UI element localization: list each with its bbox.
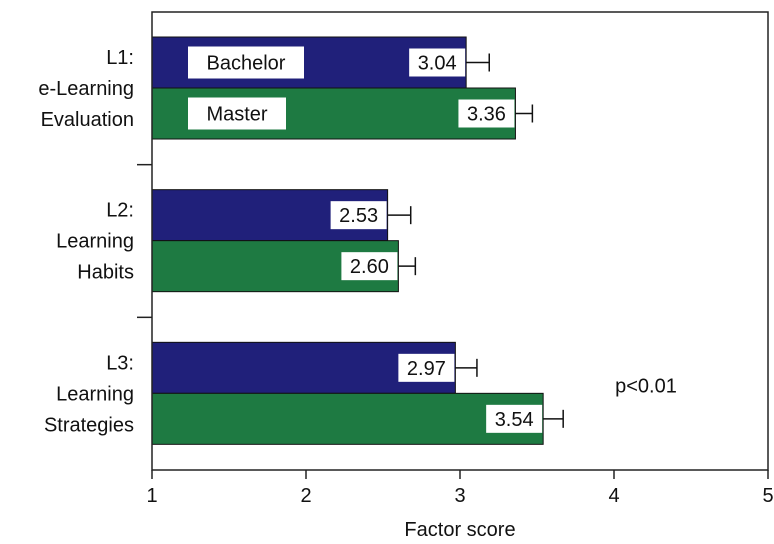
value-label-box bbox=[398, 353, 455, 382]
value-label: 2.97 bbox=[407, 358, 446, 380]
value-label: 3.54 bbox=[495, 409, 534, 431]
legend-bachelor-label: Bachelor bbox=[207, 53, 286, 75]
legend-master-label: Master bbox=[206, 104, 267, 126]
x-tick-label: 4 bbox=[608, 485, 619, 507]
legend-master-box bbox=[188, 97, 286, 130]
category-label-line: Learning bbox=[56, 231, 134, 253]
bar-master-3 bbox=[151, 392, 544, 445]
category-label-line: L3: bbox=[106, 352, 134, 374]
x-tick-label: 3 bbox=[454, 485, 465, 507]
category-label-line: Habits bbox=[77, 262, 134, 284]
category-label-line: Learning bbox=[56, 383, 134, 405]
category-label-line: Evaluation bbox=[41, 109, 134, 131]
x-axis-title: Factor score bbox=[404, 519, 515, 541]
axis-layer: L1: e-Learning Evaluation L2: Learning Habits… bbox=[38, 47, 773, 507]
value-label: 3.36 bbox=[467, 104, 506, 126]
value-label: 2.53 bbox=[339, 205, 378, 227]
value-label-box bbox=[341, 252, 398, 281]
value-label: 2.60 bbox=[350, 256, 389, 278]
value-label-box bbox=[458, 99, 515, 128]
category-label-line: L1: bbox=[106, 47, 134, 69]
value-label-box bbox=[330, 201, 387, 230]
value-label-box bbox=[409, 48, 466, 77]
category-label-line: Strategies bbox=[44, 414, 134, 436]
category-label-line: e-Learning bbox=[38, 78, 134, 100]
category-label-line: L2: bbox=[106, 200, 134, 222]
value-label-box bbox=[486, 404, 543, 433]
label-layer: 3.04 Bachelor 3.36 Master 2.53 2.60 2.97 3.54 p<… bbox=[188, 46, 677, 433]
x-tick-label: 1 bbox=[146, 485, 157, 507]
value-label: 3.04 bbox=[418, 53, 457, 75]
x-tick-label: 5 bbox=[762, 485, 773, 507]
significance-annotation: p<0.01 bbox=[615, 375, 677, 397]
legend-bachelor-box bbox=[188, 46, 304, 79]
x-tick-label: 2 bbox=[300, 485, 311, 507]
